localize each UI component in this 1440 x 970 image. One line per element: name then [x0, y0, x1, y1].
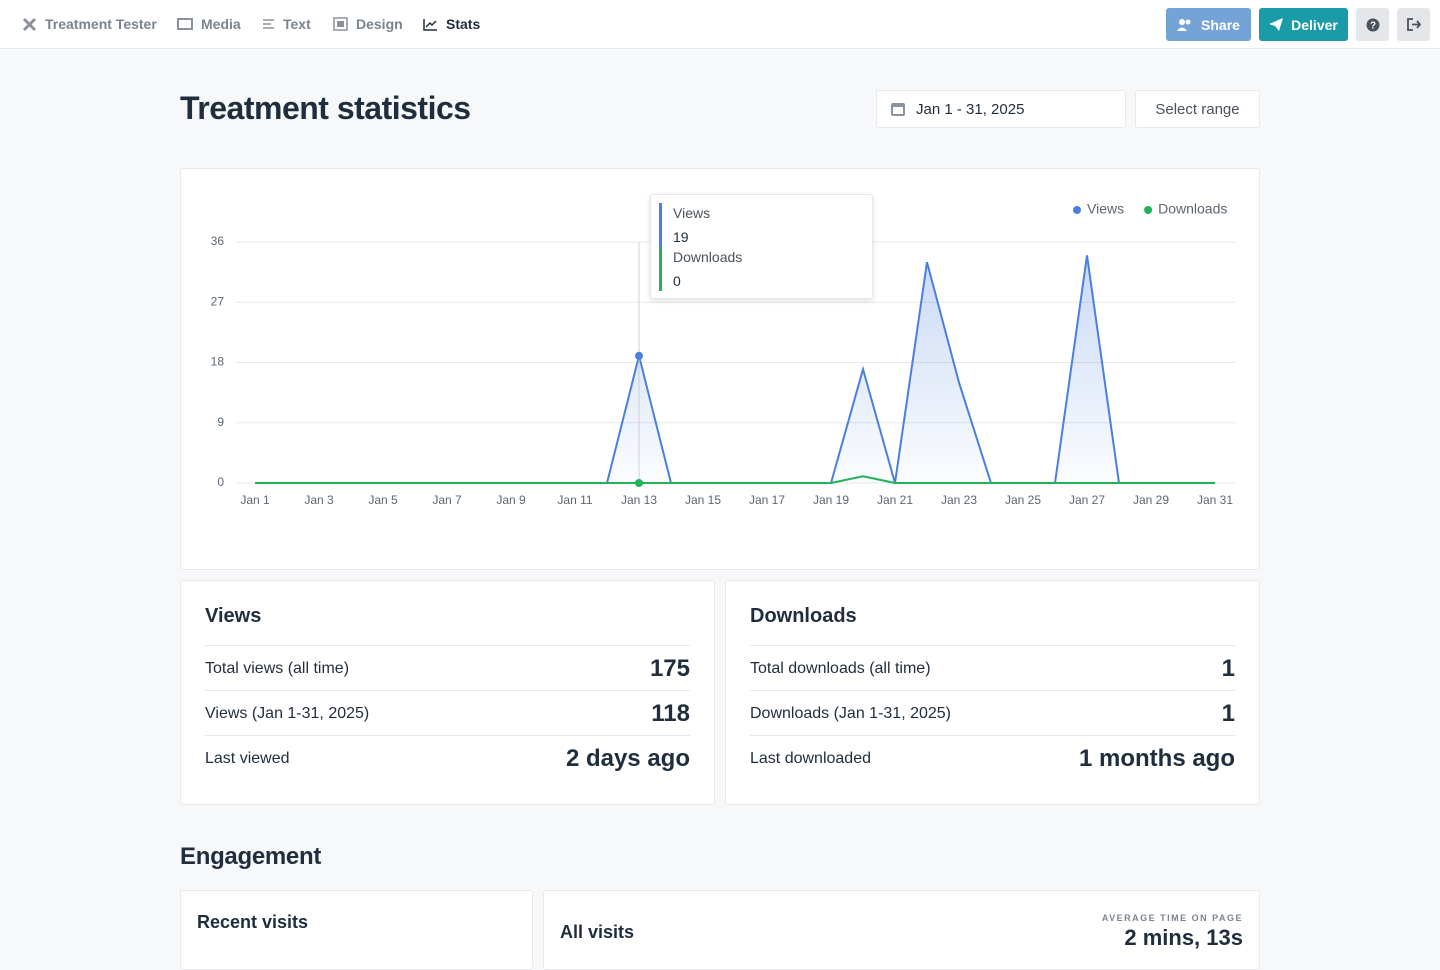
top-nav: Treatment Tester Media Text Design Stats… — [0, 0, 1440, 49]
x-tick-label: Jan 15 — [685, 493, 721, 507]
select-range-button[interactable]: Select range — [1135, 90, 1260, 128]
nav-label: Treatment Tester — [45, 16, 157, 32]
deliver-button[interactable]: Deliver — [1259, 8, 1348, 41]
x-tick-label: Jan 11 — [557, 493, 592, 507]
y-tick-label: 18 — [211, 355, 225, 369]
tooltip-bar — [659, 203, 662, 247]
nav-label: Media — [201, 16, 241, 32]
line — [255, 475, 1215, 484]
icon — [333, 17, 348, 31]
exit-button[interactable] — [1397, 8, 1430, 41]
stat-row: Views (Jan 1-31, 2025) 118 — [205, 690, 690, 736]
nav-label: Design — [356, 16, 403, 32]
icon — [1269, 18, 1284, 31]
x-tick-label: Jan 17 — [749, 493, 785, 507]
x-tick-label: Jan 23 — [941, 493, 977, 507]
icon: ? — [1366, 18, 1379, 31]
stat-value: 118 — [651, 699, 690, 727]
stat-label: Total downloads (all time) — [750, 659, 931, 677]
x-tick-label: Jan 3 — [304, 493, 334, 507]
icon — [1406, 18, 1421, 31]
stat-value: 1 months ago — [1078, 744, 1235, 772]
icon — [891, 103, 905, 116]
x-tick-label: Jan 1 — [240, 493, 270, 507]
stat-row: Downloads (Jan 1-31, 2025) 1 — [750, 690, 1235, 736]
stat-row: Last downloaded 1 months ago — [750, 735, 1235, 781]
icon — [22, 17, 37, 31]
stat-label: Last downloaded — [750, 749, 871, 767]
date-range-text: Jan 1 - 31, 2025 — [916, 100, 1025, 118]
tooltip-value: 19 — [673, 229, 689, 245]
tooltip-label: Views — [673, 205, 711, 221]
stat-value: 2 days ago — [565, 744, 690, 772]
x-tick-label: Jan 9 — [496, 493, 526, 507]
y-tick-label: 0 — [217, 475, 224, 489]
legend-marker — [1144, 206, 1153, 214]
nav-label: Text — [283, 16, 311, 32]
card-title: Views — [205, 605, 262, 627]
metric-value: 2 mins, 13s — [1124, 925, 1243, 950]
x-tick-label: Jan 7 — [432, 493, 462, 507]
nav-item[interactable]: Text — [262, 16, 311, 32]
x-tick-label: Jan 5 — [368, 493, 398, 507]
legend-label: Views — [1087, 201, 1124, 217]
nav-item[interactable]: Media — [177, 16, 241, 32]
icon — [1177, 18, 1191, 31]
stat-label: Downloads (Jan 1-31, 2025) — [750, 704, 952, 722]
stat-row: Total views (all time) 175 — [205, 645, 690, 691]
all-visits-card: All visits AVERAGE TIME ON PAGE 2 mins, … — [543, 890, 1260, 970]
tooltip: Views 19 Downloads 0 — [650, 194, 873, 299]
card-title: Downloads — [750, 605, 857, 627]
chart: 0 9 18 27 36 Jan 1 Jan 3 Jan 5 Jan 7 Jan 9 Jan 11 J… — [211, 201, 1235, 507]
stat-row: Total downloads (all time) 1 — [750, 645, 1235, 691]
stat-label: Total views (all time) — [205, 659, 350, 677]
icon — [263, 19, 274, 29]
stat-label: Views (Jan 1-31, 2025) — [205, 704, 370, 722]
card-title: Recent visits — [197, 912, 309, 932]
help-button[interactable]: ? — [1356, 8, 1389, 41]
views-card: Views Total views (all time) 175 Views (J… — [180, 580, 715, 805]
button-label: Share — [1201, 16, 1240, 33]
date-range[interactable]: Jan 1 - 31, 2025 — [876, 90, 1126, 128]
button-label: Deliver — [1291, 16, 1338, 33]
recent-visits-card: Recent visits — [180, 890, 533, 970]
tooltip-label: Downloads — [673, 249, 743, 265]
x-tick-label: Jan 13 — [621, 493, 657, 507]
nav-item[interactable]: Stats — [423, 16, 480, 32]
x-tick-label: Jan 27 — [1069, 493, 1105, 507]
x-tick-label: Jan 21 — [877, 493, 913, 507]
y-tick-label: 27 — [211, 294, 225, 308]
stat-value: 1 — [1221, 699, 1235, 727]
legend-label: Downloads — [1158, 201, 1227, 217]
nav-item[interactable]: Treatment Tester — [22, 16, 157, 32]
x-tick-label: Jan 29 — [1133, 493, 1169, 507]
section-title: Engagement — [180, 843, 322, 870]
share-button[interactable]: Share — [1166, 8, 1251, 41]
nav-item[interactable]: Design — [333, 16, 403, 32]
y-tick-label: 9 — [217, 415, 224, 429]
page-title: Treatment statistics — [180, 90, 471, 126]
stat-row: Last viewed 2 days ago — [205, 735, 690, 781]
svg-text:?: ? — [1369, 20, 1375, 31]
icon — [423, 18, 437, 31]
nav-label: Stats — [446, 16, 481, 32]
x-tick-label: Jan 25 — [1005, 493, 1041, 507]
x-tick-label: Jan 31 — [1197, 493, 1233, 507]
card-title: All visits — [560, 922, 635, 942]
hover-point — [635, 351, 643, 360]
stat-value: 1 — [1221, 654, 1235, 682]
legend-marker — [1073, 206, 1081, 214]
metric-label: AVERAGE TIME ON PAGE — [1101, 913, 1243, 923]
tooltip-bar — [659, 247, 662, 291]
chart-card: 0 9 18 27 36 Jan 1 Jan 3 Jan 5 Jan 7 Jan 9 Jan 11 J… — [180, 168, 1260, 570]
hover-point — [635, 479, 643, 487]
downloads-card: Downloads Total downloads (all time) 1 Do… — [725, 580, 1260, 805]
stat-label: Last viewed — [205, 749, 290, 767]
y-tick-label: 36 — [211, 234, 225, 248]
icon — [177, 18, 193, 30]
stat-value: 175 — [649, 654, 690, 682]
x-tick-label: Jan 19 — [813, 493, 849, 507]
tooltip-value: 0 — [673, 273, 681, 289]
